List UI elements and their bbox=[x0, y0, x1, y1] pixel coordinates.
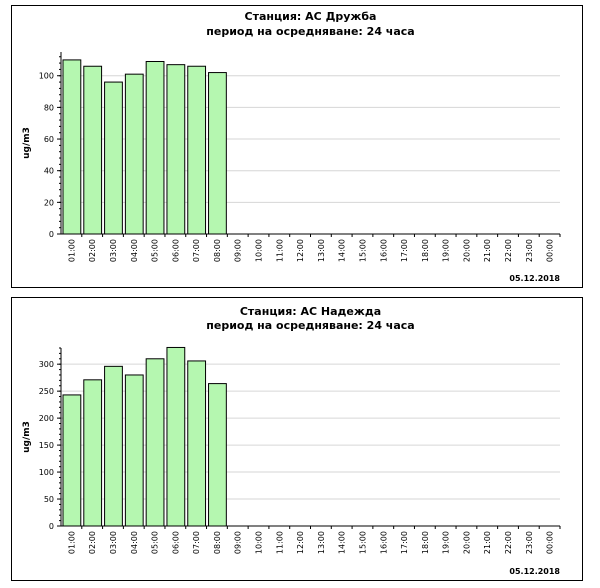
x-tick-label: 06:00 bbox=[171, 531, 180, 554]
x-tick-label: 14:00 bbox=[338, 531, 347, 554]
y-tick-label: 100 bbox=[39, 72, 54, 81]
x-tick-label: 07:00 bbox=[192, 531, 201, 554]
bar-01:00 bbox=[62, 59, 82, 235]
date-label: 05.12.2018 bbox=[509, 567, 560, 576]
y-tick-label: 40 bbox=[44, 167, 54, 176]
x-tick-label: 04:00 bbox=[130, 531, 139, 554]
x-tick-label: 11:00 bbox=[275, 239, 284, 262]
x-tick-label: 16:00 bbox=[379, 239, 388, 262]
x-tick-label: 13:00 bbox=[317, 239, 326, 262]
y-tick-label: 300 bbox=[39, 360, 54, 369]
x-tick-label: 15:00 bbox=[358, 239, 367, 262]
bar-02:00 bbox=[83, 65, 103, 235]
x-tick-label: 22:00 bbox=[504, 531, 513, 554]
x-tick-label: 10:00 bbox=[255, 531, 264, 554]
bar-03:00 bbox=[104, 365, 123, 527]
bar-08:00 bbox=[208, 383, 227, 527]
y-tick-label: 50 bbox=[44, 495, 54, 504]
chart-subtitle: период на осредняване: 24 часа bbox=[206, 25, 414, 38]
chart-subtitle: период на осредняване: 24 часа bbox=[206, 319, 414, 332]
x-tick-label: 08:00 bbox=[213, 531, 222, 554]
x-tick-label: 21:00 bbox=[483, 531, 492, 554]
x-tick-label: 01:00 bbox=[67, 531, 76, 554]
bar-07:00 bbox=[187, 65, 207, 235]
x-tick-label: 07:00 bbox=[192, 239, 201, 262]
x-tick-label: 20:00 bbox=[462, 531, 471, 554]
x-tick-label: 22:00 bbox=[504, 239, 513, 262]
x-tick-label: 16:00 bbox=[379, 531, 388, 554]
y-axis-label: ug/m3 bbox=[22, 127, 32, 159]
y-tick-label: 200 bbox=[39, 414, 54, 423]
x-tick-label: 00:00 bbox=[546, 239, 555, 262]
x-tick-label: 05:00 bbox=[151, 239, 160, 262]
bar-08:00 bbox=[208, 72, 227, 235]
chart-title: Станция: АС Надежда bbox=[240, 305, 381, 318]
x-tick-label: 06:00 bbox=[171, 239, 180, 262]
date-label: 05.12.2018 bbox=[509, 274, 560, 283]
x-tick-label: 14:00 bbox=[338, 239, 347, 262]
y-tick-label: 60 bbox=[44, 135, 54, 144]
x-tick-label: 02:00 bbox=[88, 239, 97, 262]
y-tick-label: 250 bbox=[39, 387, 54, 396]
x-tick-label: 15:00 bbox=[358, 531, 367, 554]
x-tick-label: 13:00 bbox=[317, 531, 326, 554]
y-tick-label: 0 bbox=[49, 230, 54, 239]
x-tick-label: 08:00 bbox=[213, 239, 222, 262]
x-tick-label: 17:00 bbox=[400, 531, 409, 554]
x-tick-label: 17:00 bbox=[400, 239, 409, 262]
x-tick-label: 02:00 bbox=[88, 531, 97, 554]
chart-panel-druzhba: Станция: АС Дружба период на осредняване:… bbox=[11, 5, 583, 288]
chart-druzhba: Станция: АС Дружба период на осредняване:… bbox=[22, 10, 561, 283]
x-tick-label: 03:00 bbox=[109, 531, 118, 554]
x-tick-label: 18:00 bbox=[421, 239, 430, 262]
bar-06:00 bbox=[166, 64, 186, 235]
y-axis-label: ug/m3 bbox=[22, 421, 32, 453]
x-tick-label: 23:00 bbox=[525, 531, 534, 554]
bar-02:00 bbox=[83, 379, 103, 527]
chart-panel-nadezhda: Станция: АС Надежда период на осредняване… bbox=[11, 297, 583, 581]
x-tick-label: 09:00 bbox=[234, 531, 243, 554]
bar-05:00 bbox=[145, 358, 165, 527]
bar-03:00 bbox=[104, 81, 123, 235]
x-tick-label: 12:00 bbox=[296, 531, 305, 554]
x-tick-label: 23:00 bbox=[525, 239, 534, 262]
bar-04:00 bbox=[124, 374, 144, 527]
y-tick-label: 150 bbox=[39, 441, 54, 450]
x-tick-label: 10:00 bbox=[255, 239, 264, 262]
bar-06:00 bbox=[166, 346, 186, 527]
x-tick-label: 01:00 bbox=[67, 239, 76, 262]
bar-01:00 bbox=[62, 394, 82, 527]
x-tick-label: 04:00 bbox=[130, 239, 139, 262]
x-tick-label: 00:00 bbox=[546, 531, 555, 554]
x-tick-label: 21:00 bbox=[483, 239, 492, 262]
chart-title: Станция: АС Дружба bbox=[245, 10, 377, 23]
y-tick-label: 20 bbox=[44, 198, 54, 207]
bar-07:00 bbox=[187, 360, 207, 527]
x-tick-label: 19:00 bbox=[442, 531, 451, 554]
x-tick-label: 09:00 bbox=[234, 239, 243, 262]
x-tick-label: 11:00 bbox=[275, 531, 284, 554]
y-tick-label: 0 bbox=[49, 522, 54, 531]
x-tick-label: 12:00 bbox=[296, 239, 305, 262]
bar-05:00 bbox=[145, 60, 165, 235]
bar-04:00 bbox=[124, 73, 144, 235]
x-tick-label: 05:00 bbox=[151, 531, 160, 554]
x-tick-label: 18:00 bbox=[421, 531, 430, 554]
x-tick-label: 20:00 bbox=[462, 239, 471, 262]
y-tick-label: 100 bbox=[39, 468, 54, 477]
y-tick-label: 80 bbox=[44, 103, 54, 112]
x-tick-label: 03:00 bbox=[109, 239, 118, 262]
x-tick-label: 19:00 bbox=[442, 239, 451, 262]
